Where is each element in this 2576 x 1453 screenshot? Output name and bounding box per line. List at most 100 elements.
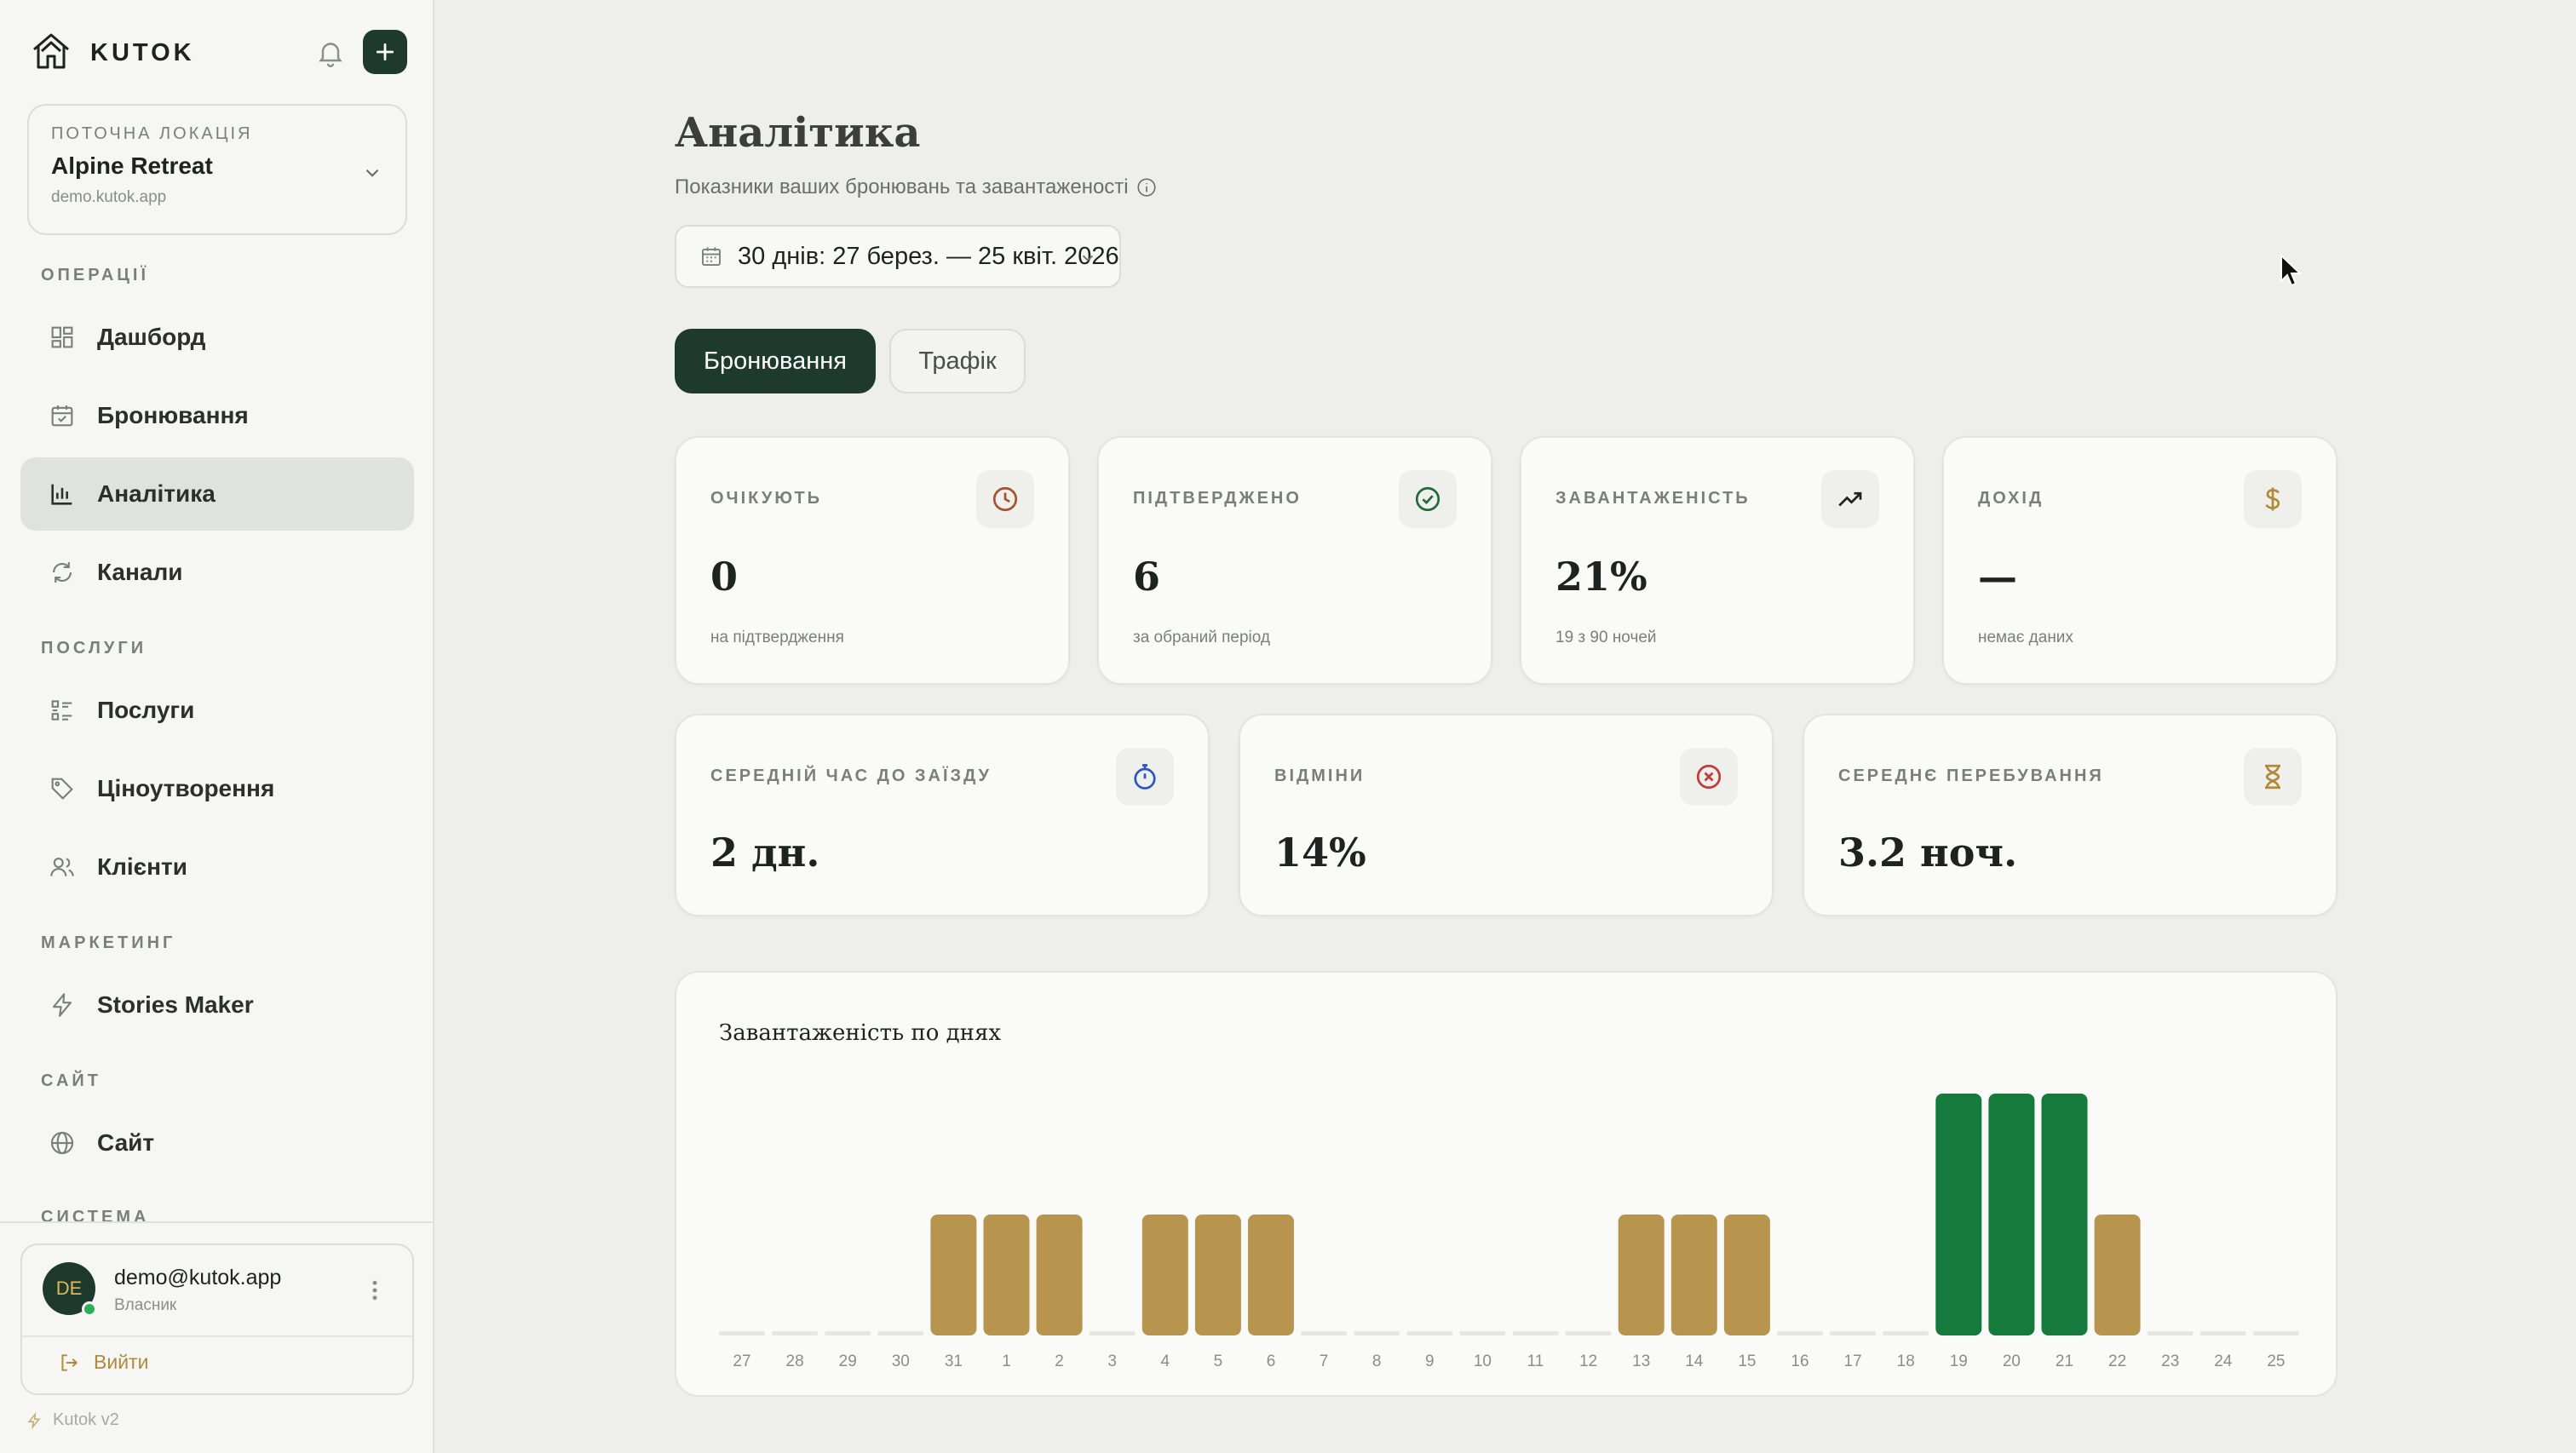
chart-bar[interactable] [2252,1331,2299,1335]
sidebar-item-site[interactable]: Сайт [20,1106,414,1180]
kpi-value: 2 дн. [710,830,820,876]
chart-bar[interactable] [2041,1094,2088,1335]
location-caption: ПОТОЧНА ЛОКАЦІЯ [51,124,253,143]
x-circle-icon [1680,748,1738,806]
user-email: demo@kutok.app [114,1266,282,1289]
sidebar-item-label: Клієнти [97,853,187,880]
chart-bar[interactable] [1141,1215,1188,1335]
house-logo-icon [31,31,72,76]
sidebar-item-bookings[interactable]: Бронювання [20,379,414,452]
kpi-note: на підтвердження [710,629,844,646]
page-title: Аналітика [675,109,921,157]
x-tick-label: 18 [1897,1352,1915,1370]
sidebar: KUTOK ПОТОЧНА ЛОКАЦІЯ Alpine Retreat dem… [0,0,434,1453]
x-tick-label: 3 [1107,1352,1117,1370]
chart-bar[interactable] [1935,1094,1982,1335]
dashboard-icon [51,326,73,348]
chart-bar[interactable] [1988,1094,2035,1335]
x-tick-label: 23 [2161,1352,2179,1370]
sidebar-item-channels[interactable]: Канали [20,536,414,609]
section-site: САЙТ [41,1071,101,1090]
kpi-card-lead-time: СЕРЕДНІЙ ЧАС ДО ЗАЇЗДУ 2 дн. [675,714,1210,916]
brand[interactable]: KUTOK [31,31,195,75]
stopwatch-icon [1116,748,1174,806]
section-services: ПОСЛУГИ [41,639,147,658]
x-tick-label: 12 [1579,1352,1597,1370]
x-tick-label: 21 [2056,1352,2073,1370]
logout-button[interactable]: Вийти [58,1351,148,1374]
chart-bar[interactable] [1459,1331,1506,1335]
sidebar-item-pricing[interactable]: Ціноутворення [20,752,414,825]
chart-bar[interactable] [983,1215,1030,1335]
info-icon[interactable] [1136,176,1158,198]
sidebar-item-label: Аналітика [97,480,216,507]
kpi-card-confirmed: ПІДТВЕРДЖЕНО 6 за обраний період [1097,436,1492,685]
chart-bar[interactable] [825,1331,871,1335]
sidebar-item-stories-maker[interactable]: Stories Maker [20,968,414,1042]
chart-bar[interactable] [877,1331,924,1335]
date-range-picker[interactable]: 30 днів: 27 берез. — 25 квіт. 2026 [675,225,1121,288]
bell-icon[interactable] [315,37,346,68]
user-card-divider [22,1335,412,1337]
plus-icon [376,43,394,61]
chart-bar[interactable] [1036,1215,1083,1335]
kpi-label: ОЧІКУЮТЬ [710,489,823,508]
x-tick-label: 24 [2214,1352,2233,1370]
sidebar-item-label: Stories Maker [97,991,254,1018]
dollar-icon [2244,470,2302,528]
services-list-icon [51,700,72,721]
kpi-card-cancellations: ВІДМІНИ 14% [1239,714,1774,916]
chart-bar[interactable] [930,1215,977,1335]
x-tick-label: 4 [1161,1352,1170,1370]
chart-bar[interactable] [719,1331,765,1335]
chart-bar[interactable] [1618,1215,1665,1335]
x-tick-label: 13 [1632,1352,1650,1370]
chart-bar[interactable] [1512,1331,1559,1335]
tab-bookings[interactable]: Бронювання [675,329,876,393]
tab-traffic[interactable]: Трафік [889,329,1026,393]
date-range-label: 30 днів: 27 берез. — 25 квіт. 2026 [738,242,1119,270]
location-domain: demo.kutok.app [51,188,167,206]
page-subtitle-text: Показники ваших бронювань та завантажено… [675,175,1129,198]
clock-icon [976,470,1034,528]
chart-bar[interactable] [1777,1331,1823,1335]
x-tick-label: 22 [2108,1352,2126,1370]
add-button[interactable] [363,30,407,74]
version-label: Kutok v2 [26,1410,119,1430]
chart-bar[interactable] [2094,1215,2141,1335]
kpi-card-revenue: ДОХІД — немає даних [1942,436,2337,685]
chart-bar[interactable] [1830,1331,1877,1335]
sidebar-item-dashboard[interactable]: Дашборд [20,301,414,374]
sidebar-item-services[interactable]: Послуги [20,674,414,747]
location-selector[interactable]: ПОТОЧНА ЛОКАЦІЯ Alpine Retreat demo.kuto… [27,104,407,235]
chart-bar[interactable] [772,1331,819,1335]
chart-bar[interactable] [1301,1331,1348,1335]
kpi-value: 21% [1555,554,1647,600]
more-vertical-icon[interactable] [366,1278,383,1307]
chart-bar[interactable] [1354,1331,1400,1335]
logout-label: Вийти [94,1351,149,1373]
chevron-down-icon [361,162,383,188]
x-tick-label: 7 [1320,1352,1329,1370]
chart-bar[interactable] [1248,1215,1294,1335]
chart-bar[interactable] [1670,1215,1717,1335]
sidebar-item-label: Сайт [97,1129,155,1156]
sidebar-item-analytics[interactable]: Аналітика [20,457,414,531]
chart-bar[interactable] [1194,1215,1241,1335]
version-text: Kutok v2 [53,1410,119,1429]
chart-bar[interactable] [1883,1331,1929,1335]
check-circle-icon [1399,470,1457,528]
chart-bar[interactable] [1723,1215,1770,1335]
chart-bar[interactable] [1565,1331,1612,1335]
chart-bar[interactable] [2199,1331,2246,1335]
chart-bar[interactable] [1406,1331,1453,1335]
x-tick-label: 28 [786,1352,804,1370]
sidebar-item-clients[interactable]: Клієнти [20,830,414,904]
kpi-value: 0 [710,554,739,600]
chart-bar[interactable] [2147,1331,2194,1335]
x-tick-label: 11 [1527,1352,1544,1370]
x-tick-label: 25 [2267,1352,2285,1370]
kpi-label: ДОХІД [1978,489,2044,508]
chart-bar[interactable] [1089,1331,1136,1335]
